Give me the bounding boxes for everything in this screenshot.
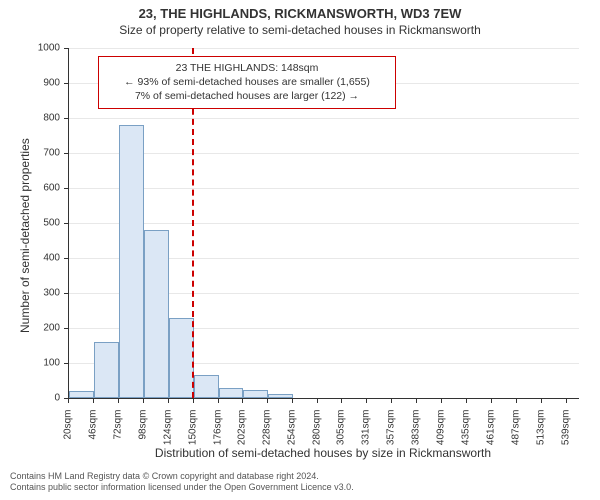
- y-tick-mark: [64, 48, 69, 49]
- page-root: { "page": { "width": 600, "height": 500,…: [0, 0, 600, 500]
- y-tick-mark: [64, 83, 69, 84]
- footnote-line-1: Contains HM Land Registry data © Crown c…: [10, 471, 354, 483]
- x-tick-label: 46sqm: [87, 410, 98, 450]
- y-tick-mark: [64, 118, 69, 119]
- x-tick-mark: [193, 398, 194, 403]
- histogram-bar: [94, 342, 119, 398]
- histogram-bar: [194, 375, 219, 398]
- annotation-line-2: ← 93% of semi-detached houses are smalle…: [107, 75, 387, 89]
- y-tick-mark: [64, 153, 69, 154]
- x-tick-label: 383sqm: [410, 410, 421, 450]
- annotation-box: 23 THE HIGHLANDS: 148sqm ← 93% of semi-d…: [98, 56, 396, 109]
- histogram-bar: [243, 390, 268, 398]
- x-tick-mark: [391, 398, 392, 403]
- y-tick-mark: [64, 328, 69, 329]
- page-title: 23, THE HIGHLANDS, RICKMANSWORTH, WD3 7E…: [0, 0, 600, 21]
- x-tick-label: 280sqm: [312, 410, 323, 450]
- x-tick-label: 357sqm: [386, 410, 397, 450]
- y-tick-label: 200: [43, 323, 60, 334]
- histogram-bar: [219, 388, 244, 399]
- y-tick-label: 0: [54, 393, 60, 404]
- grid-line: [69, 223, 579, 224]
- y-tick-label: 600: [43, 183, 60, 194]
- x-tick-label: 124sqm: [162, 410, 173, 450]
- x-tick-mark: [491, 398, 492, 403]
- x-tick-label: 435sqm: [460, 410, 471, 450]
- histogram-bar: [119, 125, 144, 398]
- y-tick-label: 500: [43, 218, 60, 229]
- y-tick-label: 700: [43, 148, 60, 159]
- x-tick-mark: [68, 398, 69, 403]
- x-tick-mark: [541, 398, 542, 403]
- x-tick-label: 98sqm: [137, 410, 148, 450]
- x-tick-label: 513sqm: [535, 410, 546, 450]
- y-tick-label: 1000: [38, 43, 60, 54]
- y-tick-mark: [64, 258, 69, 259]
- y-tick-label: 400: [43, 253, 60, 264]
- x-tick-mark: [118, 398, 119, 403]
- x-tick-mark: [242, 398, 243, 403]
- footnote-line-2: Contains public sector information licen…: [10, 482, 354, 494]
- x-tick-mark: [267, 398, 268, 403]
- y-tick-label: 900: [43, 78, 60, 89]
- x-tick-label: 254sqm: [287, 410, 298, 450]
- x-tick-mark: [218, 398, 219, 403]
- x-tick-mark: [143, 398, 144, 403]
- y-tick-mark: [64, 188, 69, 189]
- x-tick-mark: [317, 398, 318, 403]
- x-tick-mark: [416, 398, 417, 403]
- x-tick-label: 409sqm: [435, 410, 446, 450]
- histogram-bar: [69, 391, 94, 398]
- x-tick-mark: [466, 398, 467, 403]
- x-tick-label: 228sqm: [262, 410, 273, 450]
- x-tick-mark: [516, 398, 517, 403]
- x-tick-label: 176sqm: [212, 410, 223, 450]
- x-tick-mark: [366, 398, 367, 403]
- grid-line: [69, 188, 579, 189]
- x-tick-label: 487sqm: [510, 410, 521, 450]
- y-axis-ticks: 01002003004005006007008009001000: [0, 48, 68, 398]
- histogram-bar: [169, 318, 194, 399]
- grid-line: [69, 153, 579, 154]
- x-axis-ticks: 20sqm46sqm72sqm98sqm124sqm150sqm176sqm20…: [68, 398, 578, 448]
- x-tick-mark: [566, 398, 567, 403]
- y-tick-mark: [64, 223, 69, 224]
- grid-line: [69, 48, 579, 49]
- x-tick-label: 20sqm: [63, 410, 74, 450]
- y-tick-label: 800: [43, 113, 60, 124]
- x-tick-mark: [168, 398, 169, 403]
- x-tick-mark: [441, 398, 442, 403]
- grid-line: [69, 118, 579, 119]
- x-tick-mark: [341, 398, 342, 403]
- y-tick-label: 100: [43, 358, 60, 369]
- y-tick-mark: [64, 293, 69, 294]
- histogram-bar: [144, 230, 169, 398]
- annotation-line-1: 23 THE HIGHLANDS: 148sqm: [107, 61, 387, 75]
- x-tick-label: 202sqm: [237, 410, 248, 450]
- x-tick-label: 539sqm: [560, 410, 571, 450]
- x-tick-label: 150sqm: [187, 410, 198, 450]
- footnote: Contains HM Land Registry data © Crown c…: [10, 471, 354, 494]
- annotation-line-3: 7% of semi-detached houses are larger (1…: [107, 89, 387, 103]
- x-tick-mark: [292, 398, 293, 403]
- x-tick-mark: [93, 398, 94, 403]
- x-tick-label: 461sqm: [485, 410, 496, 450]
- x-tick-label: 331sqm: [361, 410, 372, 450]
- y-tick-mark: [64, 363, 69, 364]
- x-axis-label: Distribution of semi-detached houses by …: [68, 446, 578, 460]
- y-tick-label: 300: [43, 288, 60, 299]
- x-tick-label: 305sqm: [336, 410, 347, 450]
- x-tick-label: 72sqm: [112, 410, 123, 450]
- page-subtitle: Size of property relative to semi-detach…: [0, 23, 600, 37]
